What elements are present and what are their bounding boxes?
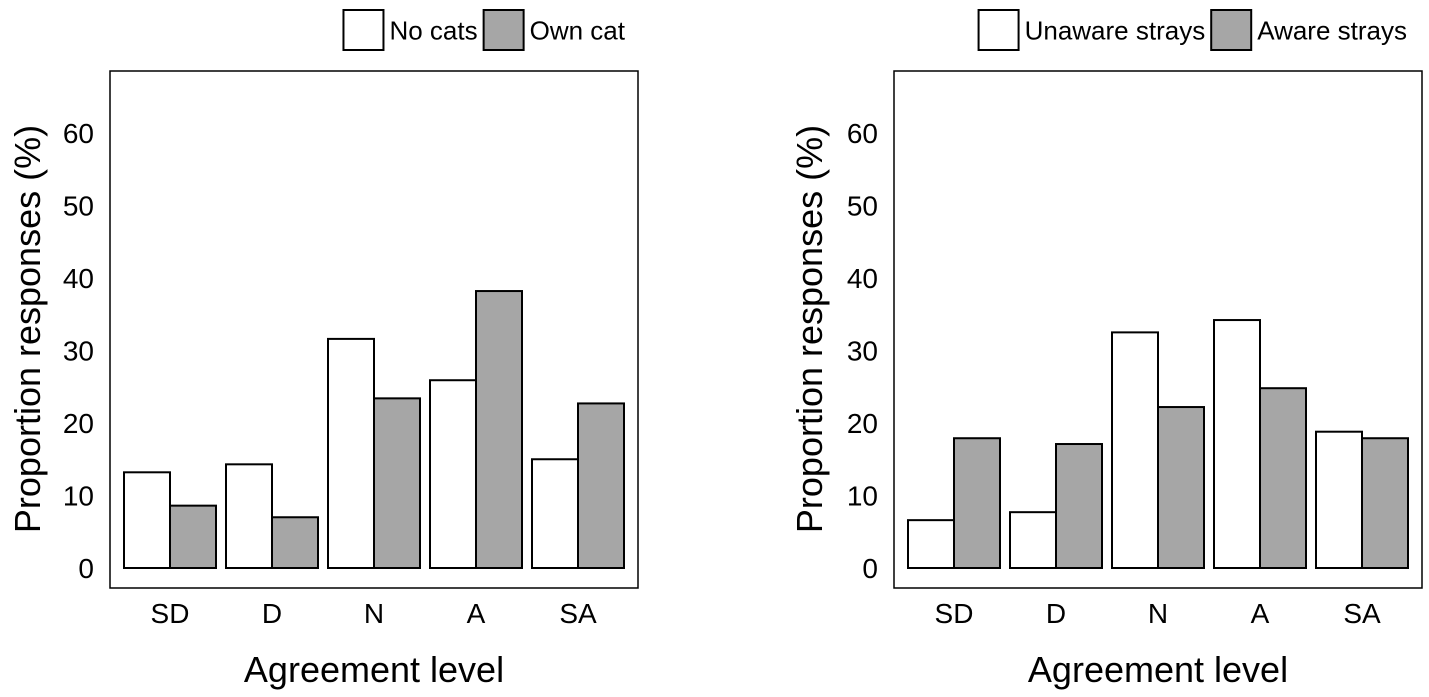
legend-label: Aware strays xyxy=(1257,15,1407,45)
y-tick-label: 40 xyxy=(847,263,878,294)
bar-a-s1 xyxy=(475,290,523,569)
legend-right: Unaware strays Aware strays xyxy=(977,9,1407,51)
y-tick-label: 10 xyxy=(847,481,878,512)
bar-sd-s1 xyxy=(953,437,1001,569)
y-tick-label: 50 xyxy=(63,191,94,222)
bar-sd-s0 xyxy=(123,471,171,569)
bar-d-s1 xyxy=(1055,443,1103,569)
y-tick-label: 60 xyxy=(63,118,94,149)
legend-swatch xyxy=(977,9,1020,51)
legend-label: Unaware strays xyxy=(1025,15,1206,45)
bar-n-s0 xyxy=(327,337,375,569)
legend-swatch xyxy=(1210,9,1253,51)
bars-right xyxy=(907,319,1409,570)
x-axis-title-right: Agreement level xyxy=(1028,649,1288,690)
y-tick-label: 60 xyxy=(847,118,878,149)
bar-n-s1 xyxy=(373,397,421,569)
bar-d-s0 xyxy=(225,463,273,570)
x-tick-label: SD xyxy=(935,598,974,629)
x-tick-label: N xyxy=(364,598,384,629)
bar-n-s0 xyxy=(1111,331,1159,569)
y-tick-label: 30 xyxy=(63,336,94,367)
y-tick-label: 50 xyxy=(847,191,878,222)
bar-sd-s0 xyxy=(907,519,955,570)
bar-n-s1 xyxy=(1157,406,1205,569)
x-tick-label: D xyxy=(1046,598,1066,629)
legend-left: No cats Own cat xyxy=(342,9,626,51)
x-tick-label: SA xyxy=(1343,598,1381,629)
bar-sa-s0 xyxy=(531,458,579,569)
y-ticks-left: 0 10 20 30 40 50 60 xyxy=(63,118,94,584)
y-tick-label: 0 xyxy=(862,553,878,584)
bars-left xyxy=(123,290,625,570)
y-tick-label: 40 xyxy=(63,263,94,294)
bar-sa-s0 xyxy=(1315,430,1363,570)
y-axis-title-left: Proportion responses (%) xyxy=(7,125,48,533)
y-tick-label: 20 xyxy=(63,408,94,439)
x-tick-label: A xyxy=(1251,598,1270,629)
bar-sa-s1 xyxy=(577,402,625,569)
x-tick-label: N xyxy=(1148,598,1168,629)
y-tick-label: 30 xyxy=(847,336,878,367)
plot-frame-right xyxy=(893,70,1423,589)
y-ticks-right: 0 10 20 30 40 50 60 xyxy=(847,118,878,584)
bar-sa-s1 xyxy=(1361,437,1409,569)
y-tick-label: 10 xyxy=(63,481,94,512)
x-tick-label: D xyxy=(262,598,282,629)
x-ticks-left: SD D N A SA xyxy=(151,598,597,629)
x-tick-label: A xyxy=(467,598,486,629)
legend-swatch xyxy=(482,9,525,51)
y-tick-label: 20 xyxy=(847,408,878,439)
bar-d-s0 xyxy=(1009,511,1057,569)
legend-swatch xyxy=(342,9,385,51)
x-ticks-right: SD D N A SA xyxy=(935,598,1381,629)
chart-panel-right: 0 10 20 30 40 50 60 SD D N A SA Agreement level Pr… xyxy=(789,9,1423,690)
bar-a-s1 xyxy=(1259,387,1307,570)
x-tick-label: SD xyxy=(151,598,190,629)
bar-sd-s1 xyxy=(169,504,217,569)
bar-d-s1 xyxy=(271,516,319,569)
legend-label: No cats xyxy=(389,15,477,45)
x-axis-title-left: Agreement level xyxy=(244,649,504,690)
x-tick-label: SA xyxy=(559,598,597,629)
bar-a-s0 xyxy=(1213,319,1261,569)
legend-label: Own cat xyxy=(530,15,626,45)
chart-panel-left: 0 10 20 30 40 50 60 SD D N A SA Agreement level Pr… xyxy=(7,9,639,690)
y-axis-title-right: Proportion responses (%) xyxy=(789,125,830,533)
plot-frame-left xyxy=(109,70,639,589)
y-tick-label: 0 xyxy=(78,553,94,584)
bar-a-s0 xyxy=(429,379,477,569)
